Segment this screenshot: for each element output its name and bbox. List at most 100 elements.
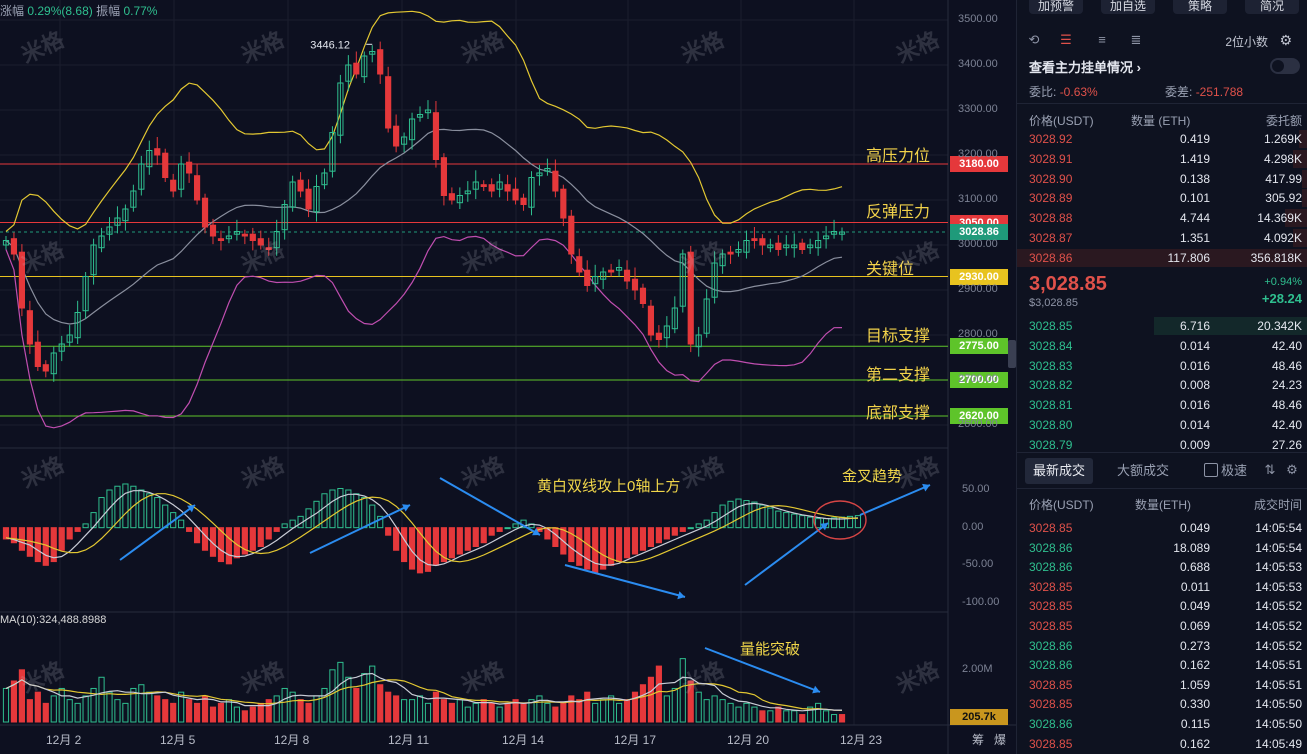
volume-bar — [679, 658, 686, 723]
ask-total: 4.298K — [1263, 151, 1302, 166]
candle-body — [26, 310, 33, 345]
bid-row[interactable]: 3028.79 0.009 27.26 — [1017, 435, 1307, 455]
candle-body — [807, 244, 814, 249]
price-level-tag: 3028.86 — [950, 224, 1008, 240]
macd-bar — [106, 489, 113, 529]
annotation-volume-note: 量能突破 — [740, 641, 801, 658]
ask-row[interactable]: 3028.92 0.419 1.269K — [1017, 129, 1307, 149]
trade-time: 14:05:50 — [1255, 697, 1302, 712]
ask-total: 417.99 — [1265, 171, 1302, 186]
candle-body — [122, 208, 129, 222]
macd-bar — [807, 516, 814, 529]
candle-body — [130, 190, 137, 208]
volume-bar — [146, 691, 153, 723]
macd-bar — [584, 527, 591, 570]
decimals-select[interactable]: 2位小数 — [1225, 35, 1268, 49]
bid-row[interactable]: 3028.80 0.014 42.40 — [1017, 415, 1307, 435]
bids-only-icon[interactable]: ≡ — [1098, 32, 1106, 47]
fast-checkbox[interactable] — [1204, 463, 1218, 477]
volume-bar — [345, 676, 352, 723]
gear-icon[interactable]: ⚙ — [1286, 462, 1298, 477]
depth-bar — [1302, 169, 1307, 188]
candle-body — [432, 112, 440, 160]
volume-bar — [767, 710, 774, 723]
volume-axis-tick: 2.00M — [962, 663, 993, 675]
volume-bar — [751, 706, 758, 723]
candle-body — [42, 364, 49, 372]
tab-large-trades[interactable]: 大额成交 — [1117, 463, 1170, 478]
trade-qty: 1.059 — [1179, 677, 1210, 692]
candle-body — [504, 184, 511, 192]
panel-collapse-handle[interactable] — [1008, 340, 1016, 368]
volume-bar — [472, 702, 479, 723]
volume-bar — [201, 695, 209, 723]
volume-bar — [783, 710, 790, 723]
col-header-total[interactable]: 委托额 — [1265, 114, 1302, 128]
main-orders-link[interactable]: 查看主力挂单情况 › — [1029, 57, 1141, 76]
liquidation-icon[interactable]: 爆 — [994, 733, 1007, 747]
overview-button[interactable]: 简况 — [1245, 0, 1299, 14]
gear-icon[interactable]: ⚙ — [1279, 32, 1292, 48]
asks-only-icon[interactable]: ≣ — [1130, 32, 1142, 47]
macd-bar — [846, 515, 854, 529]
macd-bar — [496, 527, 503, 532]
reset-icon[interactable]: ⟲ — [1028, 32, 1040, 47]
col-header-qty[interactable]: 数量 (ETH) — [1131, 114, 1191, 128]
bid-row[interactable]: 3028.84 0.014 42.40 — [1017, 336, 1307, 356]
bid-row[interactable]: 3028.82 0.008 24.23 — [1017, 375, 1307, 395]
order-ratio: 委比: -0.63% — [1029, 83, 1098, 100]
macd-bar — [369, 504, 376, 529]
trade-col-qty[interactable]: 数量(ETH) — [1135, 498, 1191, 512]
volume-ma5-line — [5, 672, 842, 712]
kline-chart-svg[interactable]: 3446.12 — [0, 0, 1016, 754]
candle-body — [241, 233, 248, 237]
bid-row[interactable]: 3028.83 0.016 48.46 — [1017, 356, 1307, 376]
volume-bar — [289, 691, 296, 723]
bid-row[interactable]: 3028.85 6.716 20.342K — [1017, 316, 1307, 336]
ask-row[interactable]: 3028.90 0.138 417.99 — [1017, 169, 1307, 189]
chip-icon[interactable]: 筹 — [972, 733, 985, 747]
macd-bar — [345, 489, 352, 529]
macd-bar — [639, 527, 647, 551]
ask-row[interactable]: 3028.88 4.744 14.369K — [1017, 208, 1307, 228]
macd-bar — [799, 515, 806, 529]
ask-price: 3028.91 — [1029, 151, 1073, 166]
y-axis-tick: 3100.00 — [958, 193, 998, 205]
strategy-button[interactable]: 策略 — [1173, 0, 1227, 14]
kline-chart-area[interactable]: 3446.12 涨幅 0.29%(8.68) 振幅 0.77% 高压力位 反弹压… — [0, 0, 1134, 754]
annotation-arrow-head — [402, 504, 410, 512]
ask-row[interactable]: 3028.89 0.101 305.92 — [1017, 188, 1307, 208]
change-label: 涨幅 — [0, 4, 25, 18]
ask-price: 3028.89 — [1029, 191, 1073, 206]
volume-bar — [377, 684, 384, 723]
order-diff-label: 委差: — [1165, 85, 1193, 99]
ask-row[interactable]: 3028.91 1.419 4.298K — [1017, 149, 1307, 169]
candle-body — [480, 184, 487, 187]
bollinger-lower-line — [5, 235, 843, 429]
price-level-tag: 2775.00 — [950, 338, 1008, 355]
both-sides-icon[interactable]: ☰ — [1060, 32, 1072, 47]
bid-row[interactable]: 3028.81 0.016 48.46 — [1017, 395, 1307, 415]
macd-bar — [122, 483, 129, 529]
trade-row: 3028.86 0.115 14:05:50 — [1017, 715, 1307, 735]
add-alert-button[interactable]: 加预警 — [1029, 0, 1083, 14]
tab-latest-trades[interactable]: 最新成交 — [1025, 458, 1094, 484]
macd-bar — [385, 527, 392, 536]
ask-row[interactable]: 3028.87 1.351 4.092K — [1017, 228, 1307, 248]
add-watchlist-button[interactable]: 加自选 — [1101, 0, 1155, 14]
macd-bar — [432, 527, 440, 566]
macd-bar — [98, 497, 105, 529]
volume-bar — [385, 691, 392, 723]
candle-body — [743, 240, 750, 253]
main-orders-toggle[interactable] — [1270, 58, 1300, 74]
candle-body — [552, 170, 559, 192]
bid-qty: 6.716 — [1179, 319, 1210, 333]
volume-bar — [775, 706, 782, 723]
volume-bar — [432, 691, 440, 723]
trade-price: 3028.86 — [1029, 540, 1073, 555]
candle-body — [823, 235, 830, 240]
volume-bar — [639, 684, 647, 723]
ask-row[interactable]: 3028.86 117.806 356.818K — [1017, 248, 1307, 268]
filter-icon[interactable]: ⇅ — [1264, 462, 1276, 477]
trade-price: 3028.86 — [1029, 638, 1073, 653]
